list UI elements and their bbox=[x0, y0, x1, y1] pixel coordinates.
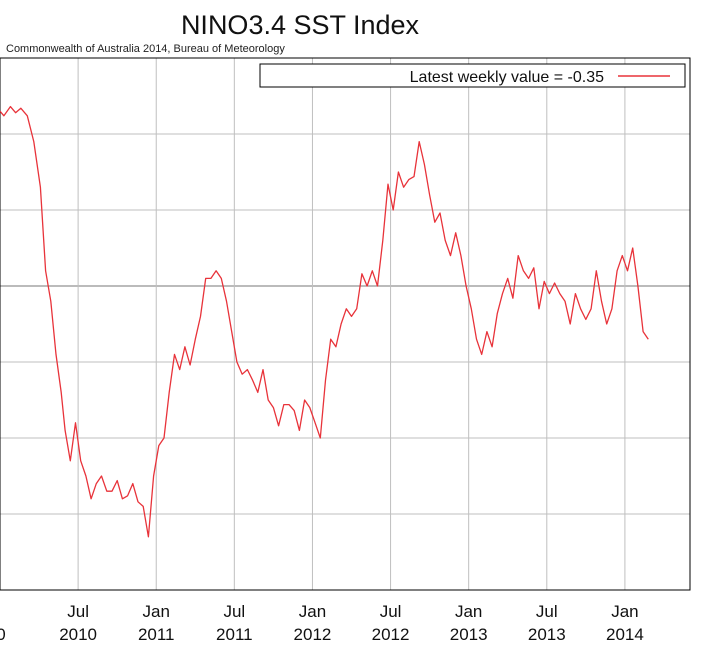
plot-frame bbox=[0, 57, 691, 591]
x-tick-label-month: Jan bbox=[299, 602, 326, 621]
x-tick-label-month: Jul bbox=[67, 602, 89, 621]
x-tick-label-year: 0 bbox=[0, 625, 6, 644]
chart-subtitle: Commonwealth of Australia 2014, Bureau o… bbox=[6, 43, 285, 55]
x-tick-label-year: 2011 bbox=[216, 625, 253, 644]
chart-legend: Latest weekly value = -0.35 bbox=[259, 63, 686, 88]
legend-box bbox=[259, 63, 686, 88]
x-tick-label-year: 2011 bbox=[138, 625, 175, 644]
x-tick-label-year: 2012 bbox=[294, 625, 332, 644]
x-tick-label-year: 2013 bbox=[450, 625, 488, 644]
x-tick-label-year: 2012 bbox=[372, 625, 410, 644]
x-tick-label-month: Jan bbox=[611, 602, 638, 621]
x-tick-label-year: 2014 bbox=[606, 625, 644, 644]
series-line bbox=[0, 105, 649, 538]
x-tick-label-month: Jan bbox=[143, 602, 170, 621]
chart-title: NINO3.4 SST Index bbox=[181, 10, 420, 40]
x-tick-label-year: 2010 bbox=[59, 625, 97, 644]
x-tick-label-month: Jul bbox=[380, 602, 402, 621]
legend-label: Latest weekly value = -0.35 bbox=[410, 69, 604, 86]
plot-area: 0 Jul 2010 Jan 2011 Jul 2011 Jan 2012 Jul 2012 Jan 2… bbox=[0, 57, 691, 644]
x-tick-label-year: 2013 bbox=[528, 625, 566, 644]
x-tick-label-month: Jul bbox=[536, 602, 558, 621]
x-tick-label-month: Jul bbox=[223, 602, 245, 621]
x-tick-label-month: Jan bbox=[455, 602, 482, 621]
